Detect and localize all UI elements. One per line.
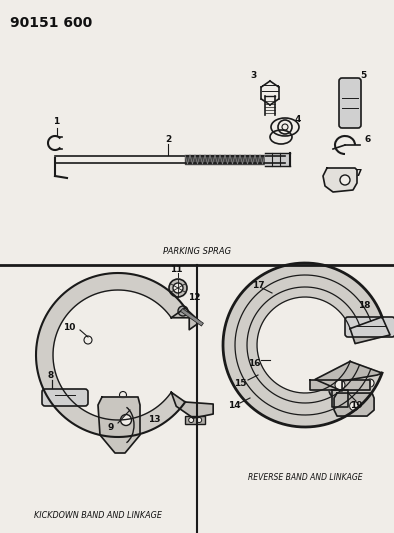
FancyBboxPatch shape [42,389,88,406]
Polygon shape [350,317,390,344]
Text: 14: 14 [228,400,241,409]
Circle shape [173,283,183,293]
Circle shape [329,382,345,398]
Text: 3: 3 [250,70,256,79]
Text: 7: 7 [355,168,361,177]
Text: 9: 9 [108,423,114,432]
Text: 17: 17 [252,280,265,289]
Circle shape [340,175,350,185]
Text: PARKING SPRAG: PARKING SPRAG [163,247,231,256]
Text: 6: 6 [365,134,371,143]
Text: 2: 2 [165,135,171,144]
Circle shape [178,306,188,316]
Text: 13: 13 [148,416,160,424]
Circle shape [189,417,194,423]
Text: KICKDOWN BAND AND LINKAGE: KICKDOWN BAND AND LINKAGE [34,511,162,520]
Text: 8: 8 [48,372,54,381]
Polygon shape [36,273,185,437]
Circle shape [121,415,132,425]
Text: 18: 18 [358,302,370,311]
Text: 19: 19 [350,400,362,409]
Polygon shape [171,392,213,418]
Text: 4: 4 [295,115,301,124]
FancyBboxPatch shape [345,317,394,337]
Polygon shape [223,263,382,427]
Circle shape [349,401,359,410]
Circle shape [197,417,202,423]
Text: 5: 5 [360,70,366,79]
Text: 11: 11 [170,265,182,274]
Bar [185,416,205,424]
Text: 90151 600: 90151 600 [10,16,92,30]
Polygon shape [323,168,357,192]
Circle shape [169,279,187,297]
Text: 12: 12 [188,293,201,302]
FancyBboxPatch shape [339,78,361,128]
Circle shape [335,380,345,390]
Polygon shape [334,393,374,416]
Polygon shape [98,397,140,453]
Text: 15: 15 [234,378,247,387]
Polygon shape [171,308,200,330]
Circle shape [333,386,341,394]
Circle shape [278,120,292,134]
Polygon shape [315,361,382,391]
Text: REVERSE BAND AND LINKAGE: REVERSE BAND AND LINKAGE [248,473,362,482]
Polygon shape [332,390,348,407]
Circle shape [366,379,374,387]
Text: 16: 16 [248,359,260,367]
Circle shape [351,379,359,387]
Text: 10: 10 [63,322,75,332]
Polygon shape [310,380,370,390]
Text: 1: 1 [53,117,59,125]
